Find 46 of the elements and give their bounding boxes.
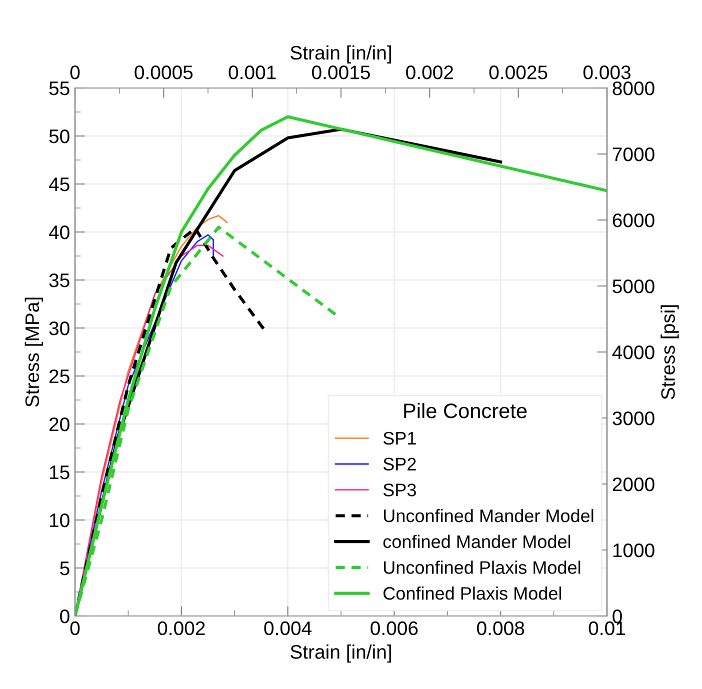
legend-label: Unconfined Mander Model — [384, 508, 594, 522]
x2-tick-label: 0.0015 — [312, 66, 370, 80]
y-tick-label: 35 — [49, 273, 70, 288]
y-tick-label: 15 — [50, 466, 70, 480]
x2-tick-label: 0 — [70, 66, 80, 80]
y-tick-label: 20 — [49, 417, 70, 432]
x2-tick-label: 0.0005 — [134, 66, 193, 80]
y-tick-label: 50 — [49, 129, 70, 144]
y2-tick-label: 7000 — [612, 147, 654, 162]
x-tick-label: 0.01 — [588, 621, 625, 636]
y-tick-label: 45 — [48, 178, 70, 192]
x-tick-label: 0.008 — [477, 621, 524, 636]
y2-tick-label: 6000 — [612, 213, 654, 228]
y-tick-label: 40 — [48, 225, 70, 240]
y-tick-label: 30 — [49, 321, 70, 336]
x2-tick-label: 0.002 — [406, 66, 454, 80]
y-tick-label: 0 — [60, 609, 70, 624]
y-tick-label: 25 — [49, 369, 70, 384]
x-axis-title: Strain [in/in] — [290, 644, 391, 663]
legend-title: Pile Concrete — [404, 402, 527, 418]
y2-tick-label: 5000 — [612, 279, 654, 294]
legend-label: SP2 — [383, 458, 416, 470]
y-tick-label: 55 — [49, 82, 70, 96]
x2-tick-label: 0.0025 — [489, 66, 548, 80]
y-tick-label: 10 — [50, 513, 70, 528]
legend-label: SP3 — [383, 484, 416, 496]
y2-tick-label: 3000 — [612, 411, 654, 426]
y2-axis-title: Stress [psi] — [660, 305, 679, 400]
x2-tick-label: 0.003 — [583, 66, 630, 80]
x2-tick-label: 0.001 — [228, 66, 276, 80]
x-tick-label: 0 — [70, 621, 80, 636]
x-tick-label: 0.004 — [264, 621, 312, 636]
legend-label: Confined Plaxis Model — [384, 586, 562, 600]
x2-axis-title: Strain [in/in] — [290, 45, 391, 64]
y2-tick-label: 8000 — [612, 81, 654, 96]
x-tick-label: 0.002 — [158, 621, 205, 636]
legend-label: confined Mander Model — [383, 534, 570, 548]
y-axis-title: Stress [MPa] — [24, 298, 43, 407]
legend-label: Unconfined Plaxis Model — [384, 560, 580, 574]
y-tick-label: 5 — [60, 562, 70, 576]
y2-tick-label: 2000 — [612, 477, 654, 492]
y2-tick-label: 4000 — [612, 345, 654, 360]
y2-tick-label: 1000 — [613, 543, 654, 558]
y2-tick-label: 0 — [612, 609, 622, 624]
legend-label: SP1 — [383, 432, 416, 445]
x-tick-label: 0.006 — [370, 621, 418, 636]
